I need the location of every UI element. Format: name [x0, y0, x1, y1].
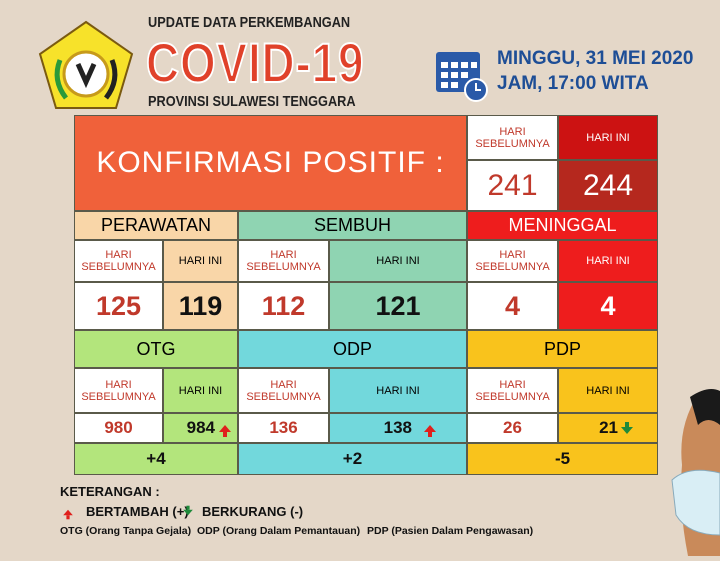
header-title: COVID-19 — [145, 30, 365, 95]
perawatan-today-value: 119 — [163, 282, 238, 330]
odp-today-label: HARI INI — [329, 368, 467, 413]
odp-today-value: 138 — [329, 413, 467, 443]
perawatan-title: PERAWATAN — [74, 211, 238, 240]
otg-today-number: 984 — [186, 418, 215, 437]
perawatan-today-label: HARI INI — [163, 240, 238, 282]
otg-title: OTG — [74, 330, 238, 368]
legend-down: BERKURANG (-) — [182, 504, 303, 519]
sembuh-today-value: 121 — [329, 282, 467, 330]
arrow-up-icon — [219, 424, 231, 437]
otg-today-value: 984 — [163, 413, 238, 443]
odp-prev-label: HARI SEBELUMNYA — [238, 368, 329, 413]
otg-prev-value: 980 — [74, 413, 163, 443]
konfirmasi-today-value: 244 — [558, 160, 658, 211]
masked-person-illustration — [668, 385, 720, 556]
perawatan-prev-value: 125 — [74, 282, 163, 330]
legend-pdp: PDP (Pasien Dalam Pengawasan) — [367, 525, 534, 537]
legend-otg: OTG (Orang Tanpa Gejala) — [60, 525, 192, 537]
calendar-clock-icon — [434, 46, 488, 102]
date-text: MINGGU, 31 MEI 2020 — [497, 48, 694, 69]
sembuh-title: SEMBUH — [238, 211, 467, 240]
pdp-today-value: 21 — [558, 413, 658, 443]
konfirmasi-title: KONFIRMASI POSITIF : — [74, 115, 467, 211]
pdp-prev-label: HARI SEBELUMNYA — [467, 368, 558, 413]
legend-up-text: BERTAMBAH (+) — [86, 504, 189, 519]
meninggal-prev-label: HARI SEBELUMNYA — [467, 240, 558, 282]
legend-title: KETERANGAN : — [60, 484, 160, 499]
sembuh-prev-label: HARI SEBELUMNYA — [238, 240, 329, 282]
arrow-down-icon — [183, 505, 193, 516]
odp-title: ODP — [238, 330, 467, 368]
time-text: JAM, 17:00 WITA — [497, 73, 649, 94]
pdp-delta: -5 — [467, 443, 658, 475]
konfirmasi-today-label: HARI INI — [558, 115, 658, 160]
meninggal-title: MENINGGAL — [467, 211, 658, 240]
konfirmasi-prev-label: HARI SEBELUMNYA — [467, 115, 558, 160]
meninggal-today-label: HARI INI — [558, 240, 658, 282]
pdp-title: PDP — [467, 330, 658, 368]
arrow-down-icon — [621, 422, 633, 434]
konfirmasi-title-text: KONFIRMASI POSITIF : — [96, 146, 445, 179]
sembuh-prev-value: 112 — [238, 282, 329, 330]
otg-delta: +4 — [74, 443, 238, 475]
legend-down-text: BERKURANG (-) — [202, 504, 304, 519]
arrow-up-icon — [424, 424, 436, 437]
odp-delta: +2 — [238, 443, 467, 475]
otg-today-label: HARI INI — [163, 368, 238, 413]
sembuh-today-label: HARI INI — [329, 240, 467, 282]
legend-odp: ODP (Orang Dalam Pemantauan) — [197, 525, 361, 537]
otg-prev-label: HARI SEBELUMNYA — [74, 368, 163, 413]
header-line1: UPDATE DATA PERKEMBANGAN — [148, 14, 351, 31]
pdp-today-number: 21 — [599, 418, 618, 437]
header-line3: PROVINSI SULAWESI TENGGARA — [148, 93, 356, 110]
legend-up: BERTAMBAH (+) — [62, 504, 189, 520]
pdp-today-label: HARI INI — [558, 368, 658, 413]
meninggal-today-value: 4 — [558, 282, 658, 330]
meninggal-prev-value: 4 — [467, 282, 558, 330]
province-logo — [38, 20, 134, 110]
pdp-prev-value: 26 — [467, 413, 558, 443]
odp-prev-value: 136 — [238, 413, 329, 443]
arrow-up-icon — [63, 509, 73, 520]
perawatan-prev-label: HARI SEBELUMNYA — [74, 240, 163, 282]
konfirmasi-prev-value: 241 — [467, 160, 558, 211]
odp-today-number: 138 — [383, 418, 412, 437]
